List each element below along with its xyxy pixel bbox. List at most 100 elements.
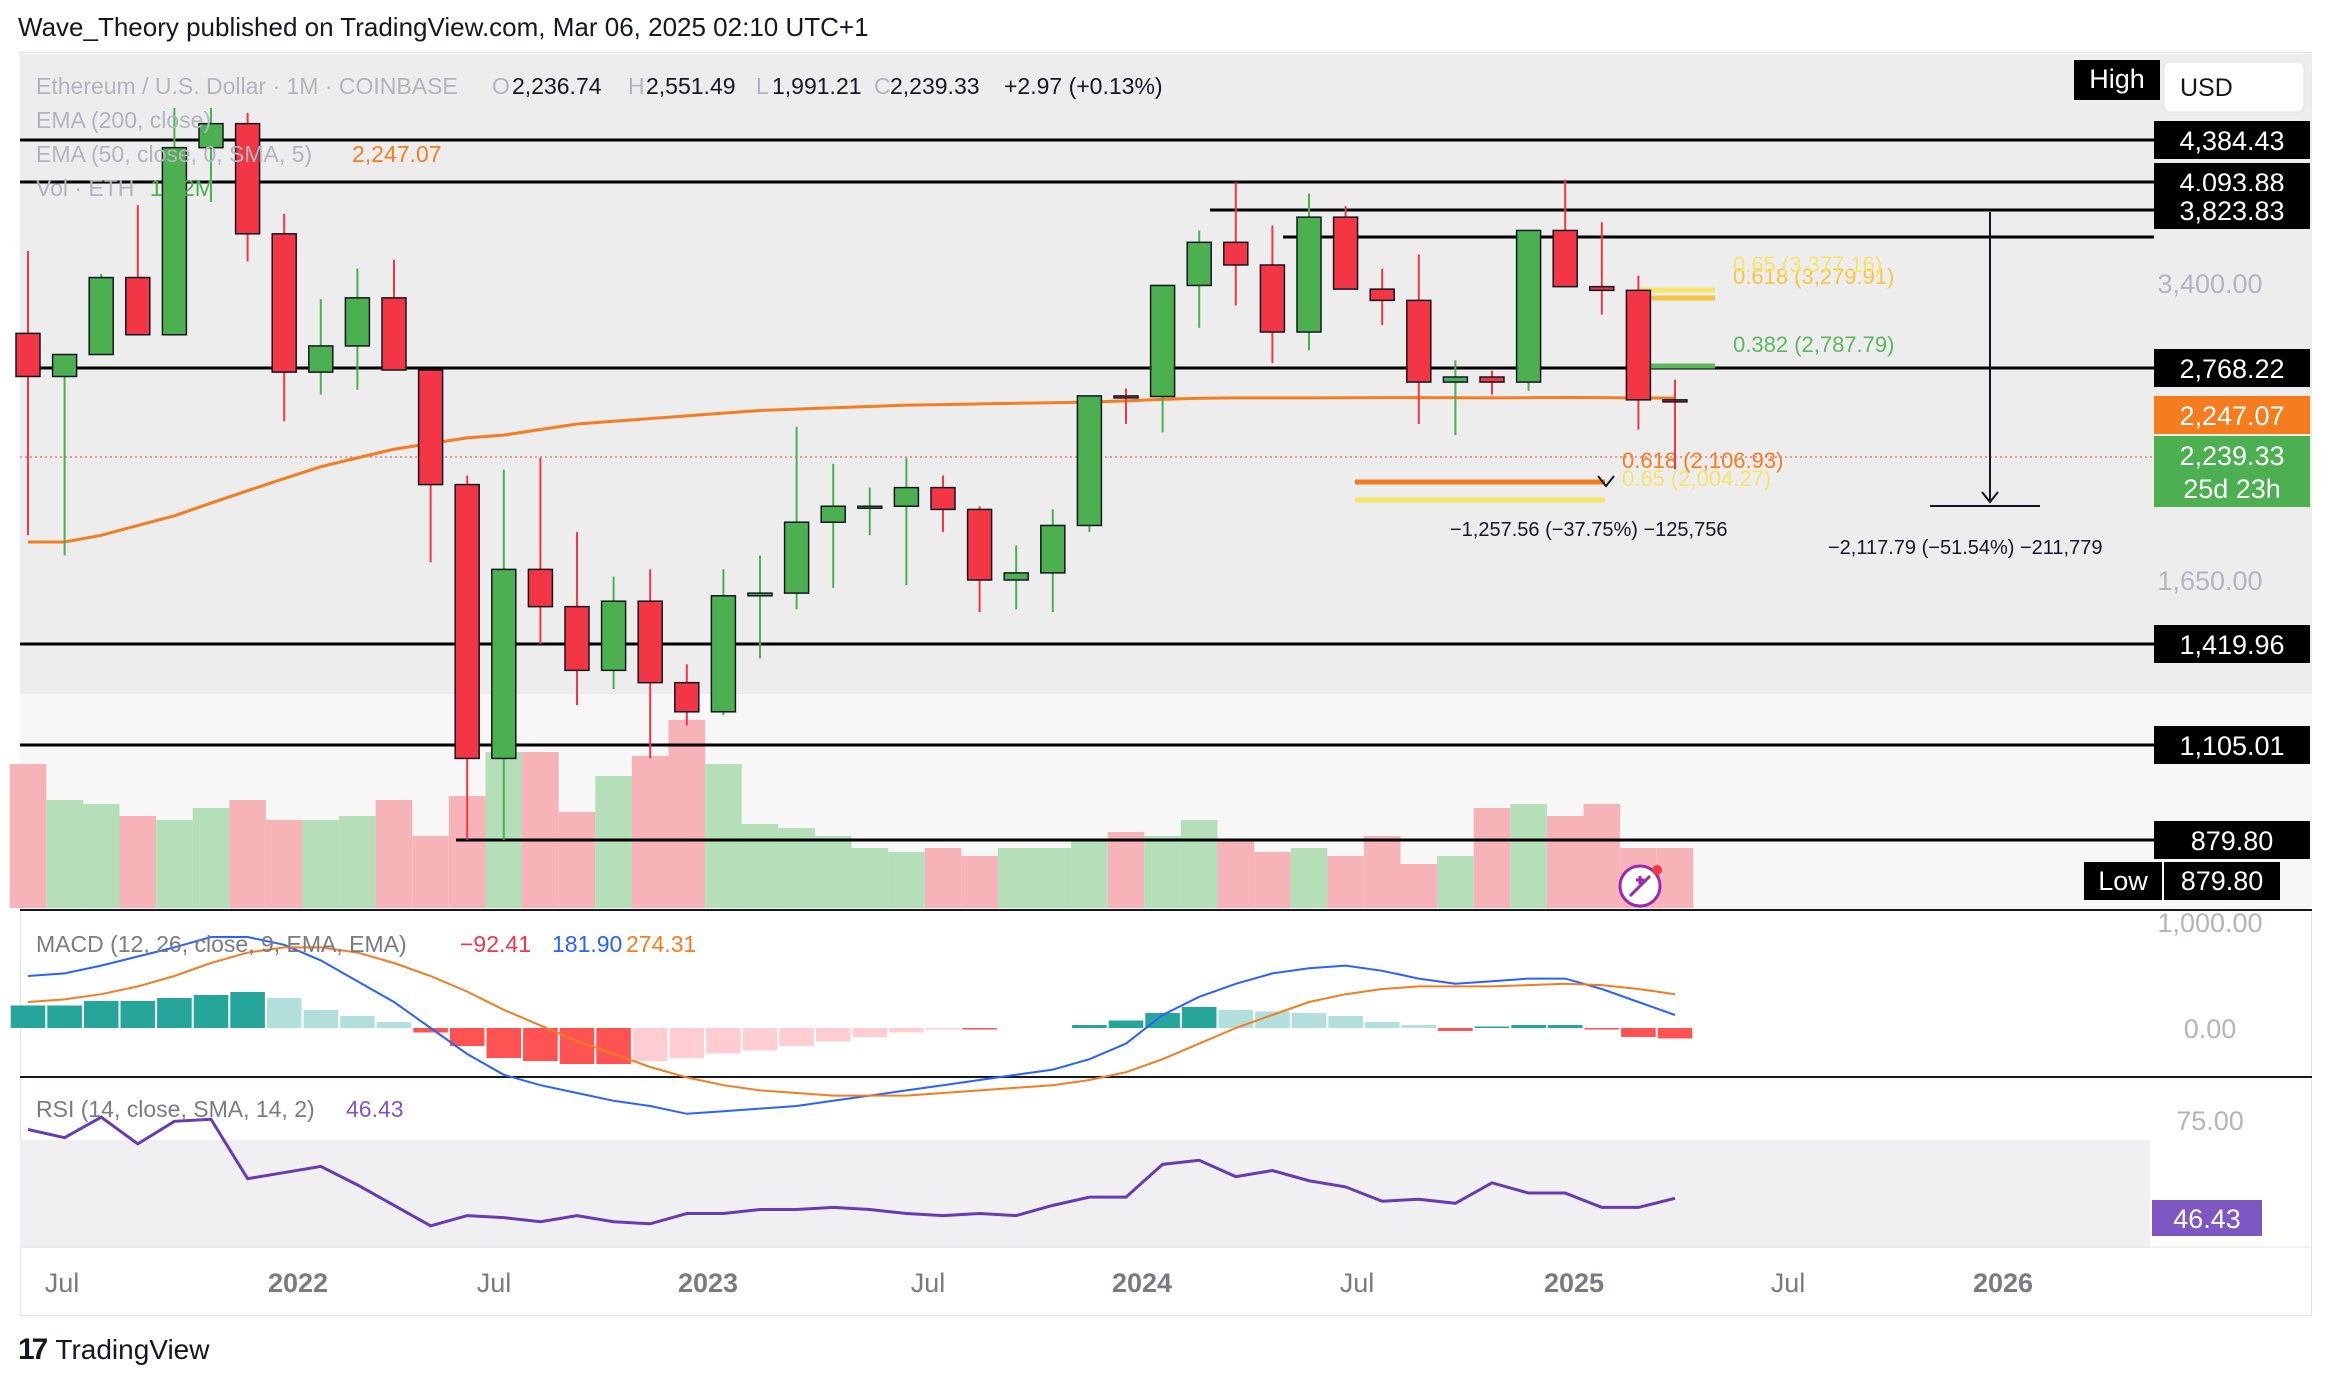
candle-body[interactable]: [637, 600, 663, 684]
candle-body[interactable]: [381, 297, 407, 371]
candle-body[interactable]: [783, 521, 810, 594]
level-tag-bg: [2154, 625, 2310, 663]
candle-body[interactable]: [930, 486, 956, 511]
ohlc-close: 2,239.33: [890, 73, 980, 99]
macd-legend[interactable]: MACD (12, 26, close, 9, EMA, EMA): [36, 931, 407, 957]
candle-body[interactable]: [308, 345, 334, 373]
macd-hist-bar: [120, 1001, 156, 1028]
candle-body[interactable]: [1332, 216, 1359, 290]
candle-body[interactable]: [527, 568, 554, 608]
footer-brand[interactable]: 17 TradingView: [18, 1330, 209, 1370]
volume-legend[interactable]: Vol · ETH: [36, 175, 134, 201]
ema200-legend[interactable]: EMA (200, close): [36, 107, 211, 133]
rsi-value: 46.43: [346, 1096, 404, 1122]
price-axis[interactable]: 3,400.00 1,650.00 1,000.00: [2157, 269, 2262, 938]
time-tick: Jul: [45, 1268, 80, 1298]
macd-hist-bar: [779, 1028, 814, 1046]
candle-body[interactable]: [747, 592, 773, 597]
measure-tools[interactable]: −1,257.56 (−37.75%) −125,756 −2,117.79 (−…: [1450, 212, 2102, 559]
candle-body[interactable]: [1186, 241, 1212, 287]
candle-body[interactable]: [417, 369, 444, 486]
volume-bar: [595, 776, 632, 908]
candle-body[interactable]: [1259, 264, 1286, 333]
time-tick: 2022: [268, 1268, 328, 1298]
macd-value-2: 181.90: [552, 931, 622, 957]
candle-body[interactable]: [893, 486, 920, 507]
ohlc-h-label: H: [628, 73, 645, 99]
ema-lines: [28, 395, 1676, 544]
ema50-value: 2,247.07: [352, 141, 442, 167]
horizontal-levels[interactable]: 4,384.434,093.883,823.832,768.221,419.96…: [20, 121, 2310, 859]
candle-body[interactable]: [1149, 284, 1176, 398]
macd-hist-bar: [47, 1005, 82, 1028]
candle-body[interactable]: [1003, 572, 1029, 581]
time-axis[interactable]: Jul 2022 Jul 2023 Jul 2024 Jul 2025 Jul 2026: [45, 1268, 2033, 1298]
ema50-legend[interactable]: EMA (50, close, 0, SMA, 5): [36, 141, 312, 167]
candle-body[interactable]: [1479, 376, 1505, 383]
candle-body[interactable]: [820, 505, 846, 523]
candle-body[interactable]: [1369, 288, 1395, 302]
sparkle-icon[interactable]: [1618, 864, 1662, 908]
candle-body[interactable]: [966, 508, 993, 581]
symbol-title[interactable]: Ethereum / U.S. Dollar · 1M · COINBASE: [36, 73, 458, 99]
fib-label: 0.618 (2,106.93): [1622, 448, 1783, 473]
candle-body[interactable]: [271, 233, 297, 373]
rsi-legend[interactable]: RSI (14, close, SMA, 14, 2): [36, 1096, 315, 1122]
macd-hist-bar: [413, 1028, 448, 1033]
candle-body[interactable]: [1223, 241, 1249, 266]
candle-body[interactable]: [600, 600, 627, 672]
candle-body[interactable]: [1589, 285, 1615, 292]
volume-bar: [82, 804, 120, 908]
macd-pane[interactable]: 0.00: [10, 936, 2237, 1115]
macd-hist-bar: [1547, 1025, 1583, 1028]
candle-body[interactable]: [15, 332, 41, 378]
candle-body[interactable]: [234, 122, 261, 235]
currency-button[interactable]: USD: [2180, 74, 2233, 102]
macd-hist-bar: [962, 1028, 997, 1030]
candle-body[interactable]: [1552, 229, 1578, 288]
candle-body[interactable]: [1113, 395, 1139, 399]
volume-bar: [1437, 856, 1474, 908]
candle-body[interactable]: [1406, 299, 1432, 383]
candle-series[interactable]: [15, 107, 1688, 840]
level-tag-bg: [2154, 121, 2310, 159]
candle-body[interactable]: [1076, 395, 1103, 527]
volume-bar: [1107, 832, 1145, 908]
macd-hist-bar: [157, 998, 192, 1028]
macd-hist-bar: [486, 1028, 522, 1058]
candle-body[interactable]: [564, 605, 590, 672]
candle-body[interactable]: [344, 297, 371, 347]
candle-body[interactable]: [1040, 524, 1066, 574]
candle-body[interactable]: [1442, 376, 1469, 383]
macd-hist-bar: [1584, 1028, 1620, 1030]
measure-arrowhead: [1981, 491, 1999, 504]
candle-body[interactable]: [198, 122, 224, 149]
volume-bar: [1400, 864, 1438, 908]
fib-retracements[interactable]: 0.618 (3,279.91)0.65 (3,377.16) 0.382 (2,…: [1355, 252, 1894, 503]
currency-button-bg[interactable]: [2163, 61, 2305, 113]
candle-body[interactable]: [161, 146, 188, 336]
candle-body[interactable]: [51, 353, 78, 378]
macd-hist-bar: [889, 1028, 924, 1033]
candle-body[interactable]: [491, 568, 517, 760]
candle-body[interactable]: [88, 276, 114, 356]
volume-bar: [192, 808, 230, 908]
candle-body[interactable]: [857, 505, 883, 509]
candle-body[interactable]: [454, 483, 480, 760]
candle-body[interactable]: [1515, 229, 1542, 383]
volume-bar: [997, 848, 1035, 908]
candle-body[interactable]: [1625, 289, 1652, 401]
candle-body[interactable]: [125, 276, 151, 336]
candle-body[interactable]: [1296, 216, 1322, 333]
rsi-pane[interactable]: 75.00: [27, 1106, 2244, 1228]
candle-body[interactable]: [1662, 399, 1688, 403]
candle-body[interactable]: [710, 595, 737, 713]
time-tick: Jul: [477, 1268, 512, 1298]
volume-bar: [1290, 848, 1328, 908]
rsi-band: [20, 1140, 2150, 1248]
ohlc-l-label: L: [756, 73, 769, 99]
ema50-line: [28, 395, 1676, 544]
macd-hist-bar: [925, 1028, 961, 1030]
candle-body[interactable]: [674, 681, 700, 713]
